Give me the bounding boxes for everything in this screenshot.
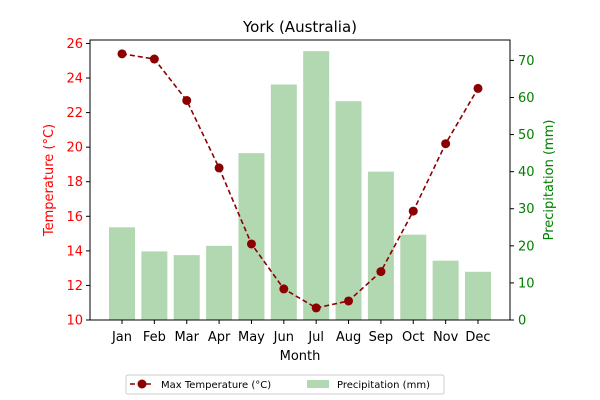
temperature-point-jan [117, 49, 127, 59]
right-y-tick-label: 30 [518, 202, 535, 217]
left-y-tick-label: 14 [66, 244, 83, 259]
right-y-tick-label: 40 [518, 165, 535, 180]
x-tick-label: Dec [465, 330, 490, 345]
legend-label-precipitation: Precipitation (mm) [337, 380, 430, 391]
x-tick-label: Apr [208, 330, 231, 345]
precipitation-bar-dec [465, 271, 491, 320]
x-tick-label: Mar [174, 330, 199, 345]
temperature-point-jun [279, 284, 289, 294]
left-y-tick-label: 24 [66, 72, 83, 87]
legend: Max Temperature (°C) Precipitation (mm) [125, 374, 445, 395]
temperature-point-may [246, 239, 256, 249]
left-y-axis-label: Temperature (°C) [42, 124, 57, 237]
left-y-tick-label: 18 [66, 175, 83, 190]
temperature-point-feb [149, 54, 159, 64]
right-y-ticks-layer: 0 10 20 30 40 50 60 70 [510, 54, 535, 329]
precipitation-bar-nov [432, 260, 459, 320]
precipitation-bar-may [238, 153, 265, 320]
precipitation-bar-feb [141, 251, 168, 320]
precipitation-bar-apr [206, 245, 233, 320]
x-tick-label: Jun [273, 330, 294, 345]
left-y-tick-label: 26 [66, 37, 83, 52]
temperature-line [121, 53, 479, 309]
left-y-tick-label: 22 [66, 106, 83, 121]
plot-frame [89, 39, 511, 321]
right-y-tick-label: 70 [518, 54, 535, 69]
left-y-ticks-layer: 10 12 14 16 18 20 22 24 26 [66, 37, 90, 329]
precipitation-bar-jan [109, 227, 135, 320]
line-layer [117, 49, 483, 313]
precipitation-bar-jul [303, 51, 330, 321]
precipitation-bar-mar [173, 255, 200, 320]
temperature-point-nov [441, 139, 451, 149]
left-y-tick-label: 12 [66, 279, 83, 294]
x-tick-label: Jul [307, 330, 324, 345]
x-tick-label: Aug [336, 330, 361, 345]
temperature-point-jul [311, 303, 321, 313]
bars-layer [109, 51, 491, 321]
left-y-tick-label: 10 [66, 314, 83, 329]
precipitation-bar-aug [335, 101, 362, 321]
x-tick-label: Jan [111, 330, 132, 345]
left-y-tick-label: 20 [66, 141, 83, 156]
right-y-tick-label: 10 [518, 276, 535, 291]
precipitation-bar-oct [400, 234, 427, 320]
x-tick-label: Oct [402, 330, 424, 345]
x-tick-label: Sep [369, 330, 394, 345]
legend-line-marker [137, 379, 147, 389]
right-y-axis-label: Precipitation (mm) [542, 120, 557, 241]
right-y-tick-label: 20 [518, 239, 535, 254]
temperature-point-apr [214, 163, 224, 173]
temperature-point-oct [408, 206, 418, 216]
right-y-tick-label: 60 [518, 91, 535, 106]
x-tick-label: Feb [143, 330, 166, 345]
left-y-tick-label: 16 [66, 210, 83, 225]
precipitation-bar-jun [270, 84, 297, 320]
x-tick-label: Nov [433, 330, 459, 345]
chart-title: York (Australia) [242, 18, 357, 36]
legend-label-temperature: Max Temperature (°C) [161, 380, 271, 391]
temperature-point-mar [182, 95, 192, 105]
precipitation-bar-sep [367, 171, 394, 320]
x-tick-label: May [238, 330, 265, 345]
x-ticks-layer: Jan Feb Mar Apr May Jun Jul Aug Sep Oct Nov Dec [111, 320, 491, 345]
right-y-tick-label: 50 [518, 128, 535, 143]
temperature-point-dec [473, 83, 483, 93]
legend-frame [125, 374, 445, 395]
temperature-point-sep [376, 267, 386, 277]
legend-bar-swatch [307, 380, 329, 388]
right-y-tick-label: 0 [518, 314, 526, 329]
temperature-point-aug [344, 296, 354, 306]
x-axis-label: Month [280, 349, 321, 364]
